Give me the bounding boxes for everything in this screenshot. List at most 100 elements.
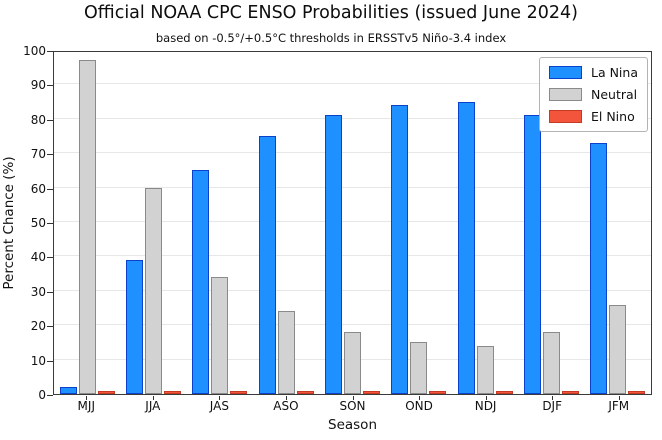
- bar-group-ndj: [452, 52, 518, 394]
- bar-group-mjj: [54, 52, 120, 394]
- bar-el-nino-ndj: [495, 390, 513, 394]
- bar-neutral-jas: [211, 277, 229, 394]
- y-tick-label-40: 40: [30, 250, 46, 265]
- x-tick-label-jas: JAS: [209, 399, 229, 413]
- bar-el-nino-jas: [230, 390, 248, 394]
- y-tick-mark-70: [47, 154, 53, 156]
- legend-item-neutral: Neutral: [548, 87, 638, 102]
- bar-la-nina-mjj: [59, 387, 77, 394]
- y-tick-label-0: 0: [38, 388, 46, 402]
- x-tick-mark-djf: [552, 396, 554, 400]
- gridline-20: [54, 324, 651, 326]
- legend-swatch-el-nino: [548, 110, 582, 123]
- bar-neutral-jfm: [609, 304, 627, 394]
- x-tick-label-jfm: JFM: [608, 399, 630, 413]
- y-tick-mark-60: [47, 188, 53, 190]
- bar-la-nina-aso: [258, 136, 276, 394]
- y-tick-mark-50: [47, 223, 53, 224]
- bar-neutral-ndj: [476, 345, 494, 394]
- x-tick-mark-jas: [219, 396, 221, 400]
- x-tick-mark-ond: [419, 396, 421, 400]
- y-tick-label-90: 90: [30, 78, 46, 93]
- bar-el-nino-jja: [163, 390, 181, 394]
- bar-group-djf: [518, 52, 584, 394]
- bar-la-nina-djf: [523, 115, 541, 394]
- y-tick-label-60: 60: [30, 181, 46, 196]
- gridline-40: [54, 255, 651, 257]
- y-tick-label-80: 80: [30, 112, 46, 127]
- y-tick-mark-90: [47, 85, 53, 87]
- y-tick-mark-100: [47, 51, 53, 52]
- x-tick-mark-jja: [152, 396, 154, 400]
- bar-group-son: [319, 52, 385, 394]
- x-tick-label-aso: ASO: [273, 399, 299, 413]
- gridline-80: [54, 117, 651, 119]
- x-tick-label-mjj: MJJ: [77, 399, 95, 413]
- y-tick-mark-30: [47, 291, 53, 293]
- legend-label-la-nina: La Nina: [590, 65, 638, 80]
- gridline-70: [54, 152, 651, 154]
- y-tick-mark-40: [47, 257, 53, 259]
- bar-el-nino-mjj: [97, 390, 115, 394]
- bar-la-nina-jja: [125, 259, 143, 394]
- gridline-50: [54, 221, 651, 222]
- bar-la-nina-ond: [391, 105, 409, 394]
- bar-neutral-djf: [542, 332, 560, 394]
- x-tick-mark-ndj: [485, 396, 487, 400]
- bar-neutral-son: [343, 332, 361, 394]
- bar-neutral-jja: [144, 187, 162, 394]
- bar-group-jas: [187, 52, 253, 394]
- bar-neutral-aso: [277, 311, 295, 394]
- bar-el-nino-aso: [296, 390, 314, 394]
- x-tick-mark-jfm: [618, 396, 620, 400]
- y-tick-label-50: 50: [30, 216, 46, 230]
- x-tick-label-ond: OND: [405, 399, 433, 413]
- bar-la-nina-ndj: [457, 101, 475, 394]
- x-tick-mark-mjj: [86, 396, 88, 400]
- bar-group-aso: [253, 52, 319, 394]
- bar-el-nino-son: [362, 390, 380, 394]
- bar-el-nino-djf: [561, 390, 579, 394]
- bar-el-nino-ond: [429, 390, 447, 394]
- bar-group-jja: [120, 52, 186, 394]
- y-tick-mark-80: [47, 119, 53, 121]
- x-tick-mark-aso: [285, 396, 287, 400]
- legend-label-el-nino: El Nino: [590, 109, 635, 124]
- bar-neutral-mjj: [78, 60, 96, 394]
- legend-swatch-neutral: [548, 88, 582, 101]
- legend: La Nina Neutral El Nino: [538, 57, 648, 132]
- bar-series-container: [54, 52, 651, 394]
- legend-label-neutral: Neutral: [590, 87, 638, 102]
- gridline-30: [54, 289, 651, 291]
- y-tick-mark-0: [47, 395, 53, 396]
- bar-el-nino-jfm: [628, 390, 646, 394]
- x-tick-label-son: SON: [339, 399, 366, 413]
- chart-subtitle: based on -0.5°/+0.5°C thresholds in ERSS…: [155, 31, 507, 45]
- y-tick-label-70: 70: [30, 147, 46, 162]
- y-tick-label-10: 10: [30, 353, 46, 368]
- legend-item-el-nino: El Nino: [548, 109, 638, 124]
- bar-group-ond: [386, 52, 452, 394]
- bar-group-jfm: [585, 52, 651, 394]
- x-axis-label: Season: [328, 417, 377, 433]
- x-tick-label-ndj: NDJ: [474, 399, 497, 413]
- y-tick-label-100: 100: [23, 44, 46, 58]
- legend-item-la-nina: La Nina: [548, 65, 638, 80]
- bar-neutral-ond: [410, 342, 428, 394]
- legend-swatch-la-nina: [548, 66, 582, 79]
- y-tick-label-30: 30: [30, 284, 46, 299]
- plot-area: La Nina Neutral El Nino: [53, 51, 652, 395]
- y-tick-mark-10: [47, 360, 53, 362]
- x-tick-mark-son: [352, 396, 354, 400]
- gridline-90: [54, 83, 651, 85]
- gridline-60: [54, 186, 651, 188]
- y-tick-mark-20: [47, 326, 53, 328]
- x-tick-label-jja: JJA: [145, 399, 161, 413]
- x-tick-label-djf: DJF: [542, 399, 562, 413]
- bar-la-nina-jas: [192, 170, 210, 394]
- bar-la-nina-son: [324, 115, 342, 394]
- bar-la-nina-jfm: [590, 142, 608, 394]
- chart-title: Official NOAA CPC ENSO Probabilities (is…: [84, 3, 578, 23]
- y-tick-label-20: 20: [30, 319, 46, 334]
